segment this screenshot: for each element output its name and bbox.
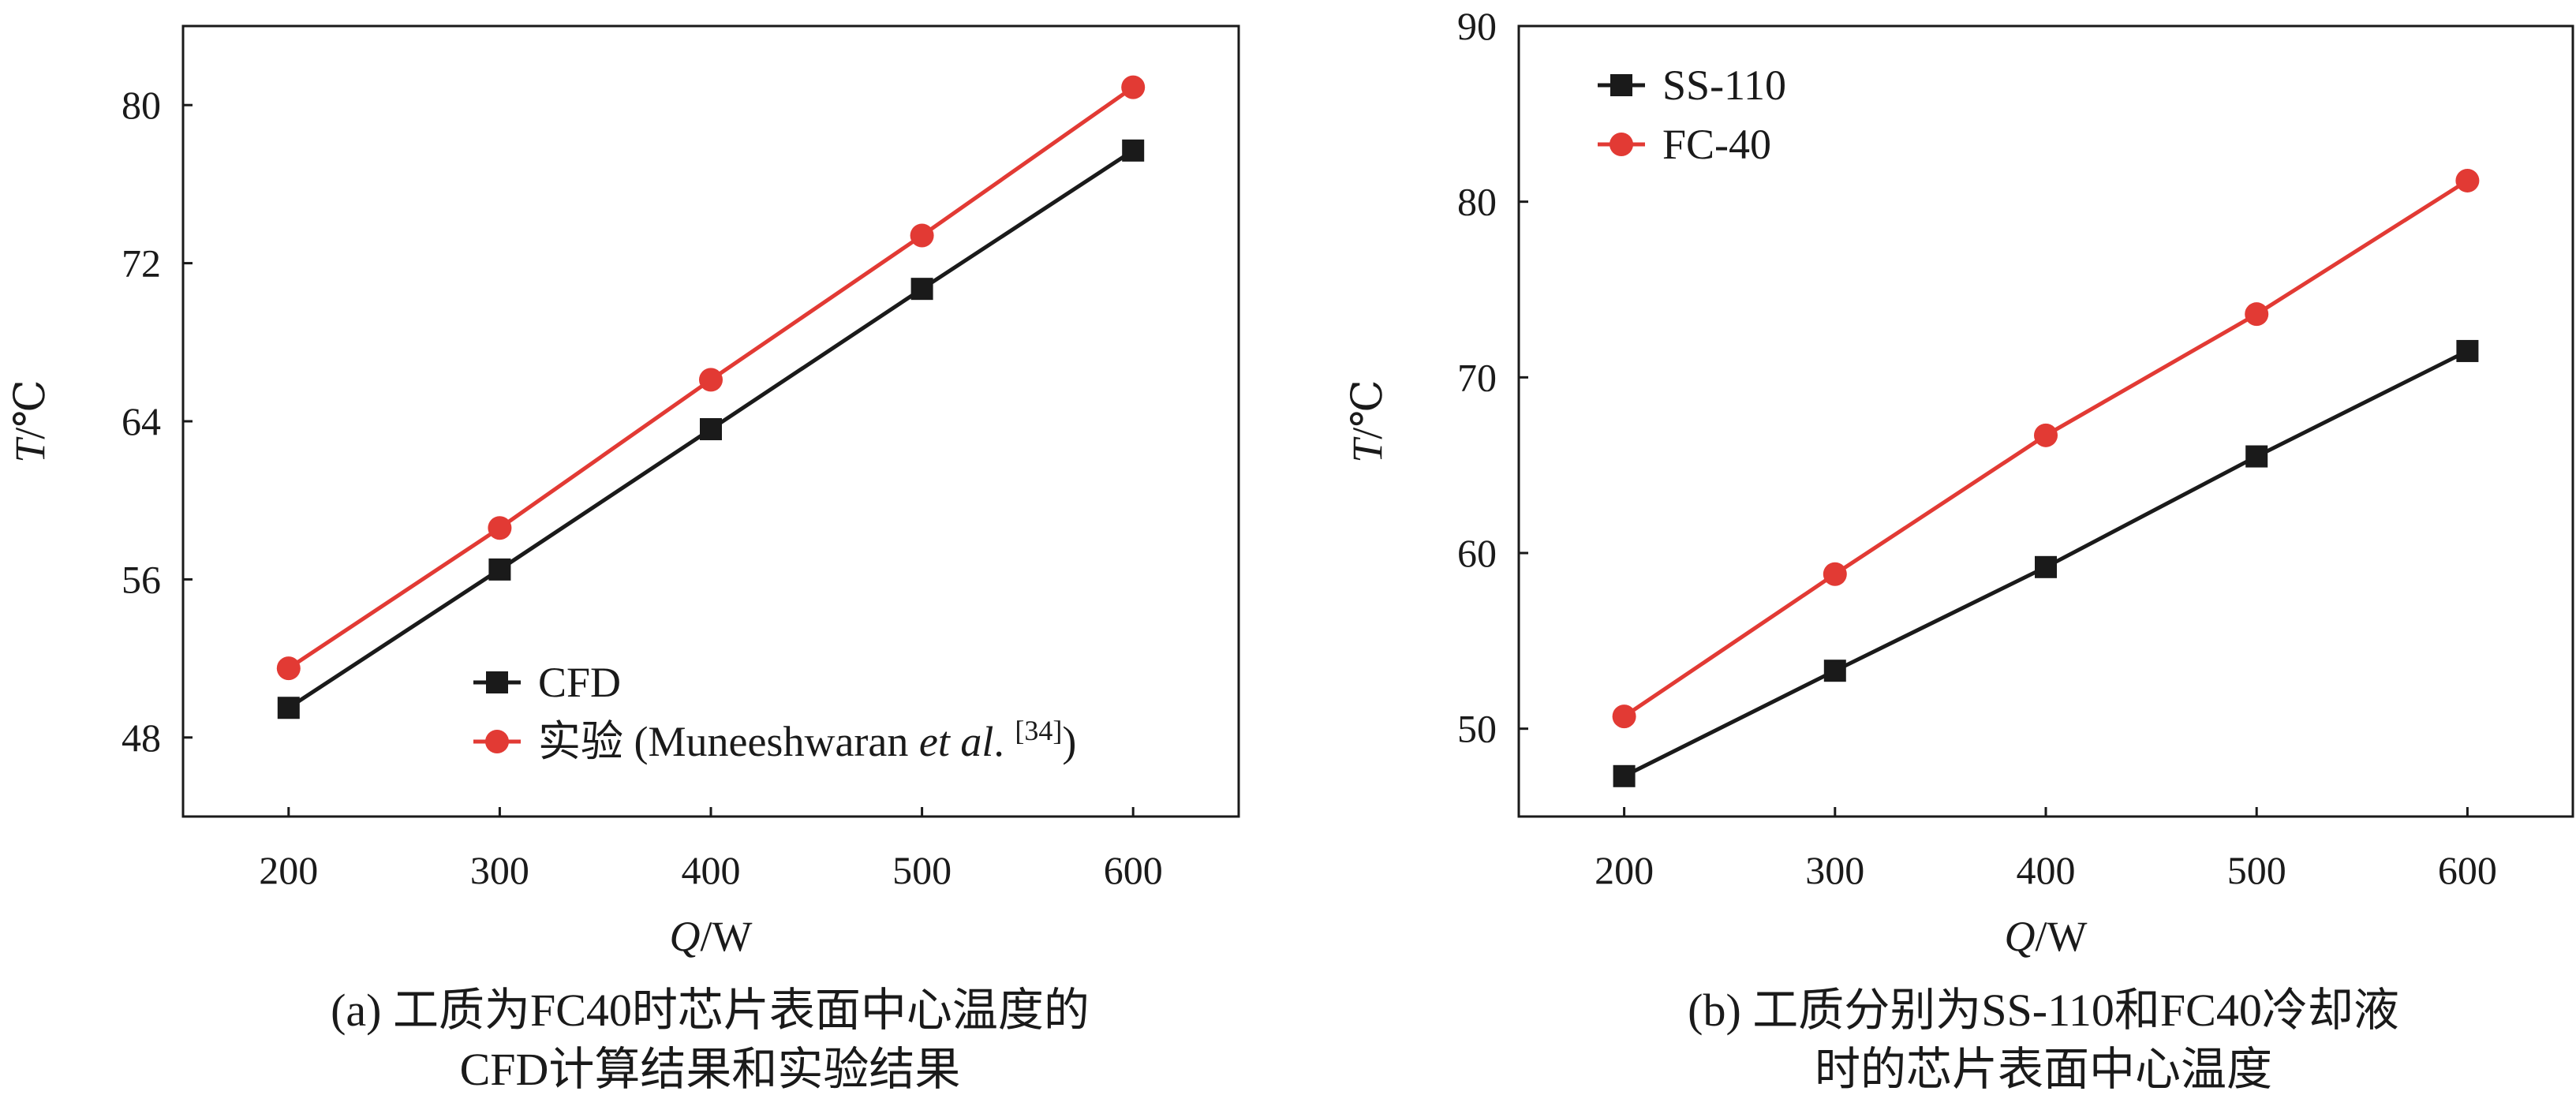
data-point-square bbox=[1823, 660, 1846, 682]
x-tick-label: 500 bbox=[892, 848, 952, 892]
caption-line-2: CFD计算结果和实验结果 bbox=[460, 1044, 961, 1095]
x-axis-label: Q/W bbox=[2005, 913, 2088, 960]
legend-citation-ref: [34] bbox=[1015, 715, 1062, 746]
legend-label-main: CFD bbox=[538, 659, 621, 706]
caption-line-1: (a) 工质为FC40时芯片表面中心温度的 bbox=[331, 985, 1090, 1036]
y-tick-label: 90 bbox=[1457, 4, 1497, 48]
data-point-circle bbox=[910, 223, 934, 248]
legend-label: FC-40 bbox=[1662, 121, 1771, 168]
chart-panel-a: 200 300 400 500 600 48 56 64 72 80 Q/W T/℃ CFD 实验 (Mu… bbox=[6, 24, 1240, 1095]
y-axis-var: T bbox=[1344, 436, 1391, 463]
legend-label: CFD bbox=[538, 659, 621, 706]
y-tick-label: 48 bbox=[122, 716, 161, 760]
x-axis-unit: /W bbox=[2036, 913, 2088, 960]
y-tick-label: 64 bbox=[122, 399, 161, 443]
x-tick-label: 200 bbox=[1595, 848, 1654, 892]
data-point-square bbox=[2035, 555, 2057, 578]
legend-label-main: 实验 bbox=[538, 718, 623, 765]
data-point-circle bbox=[2034, 423, 2058, 447]
data-point-square bbox=[1613, 764, 1636, 787]
x-axis-var: Q bbox=[670, 913, 701, 960]
data-point-circle bbox=[1823, 562, 1847, 586]
legend-citation: (Muneeshwaran bbox=[623, 718, 919, 765]
y-tick-label: 56 bbox=[122, 557, 161, 601]
legend-marker-circle bbox=[485, 730, 509, 753]
data-point-circle bbox=[2455, 168, 2480, 192]
y-axis-label: T/℃ bbox=[1344, 379, 1391, 462]
legend-label-main: SS-110 bbox=[1662, 62, 1786, 109]
data-point-circle bbox=[1121, 75, 1146, 99]
legend-marker-square bbox=[486, 671, 508, 693]
data-point-square bbox=[277, 697, 300, 719]
legend-citation-dot: . bbox=[993, 718, 1015, 765]
x-tick-label: 600 bbox=[1104, 848, 1163, 892]
x-tick-label: 200 bbox=[259, 848, 318, 892]
legend-citation-close: ) bbox=[1062, 718, 1076, 765]
legend: SS-110 FC-40 bbox=[1598, 62, 1786, 168]
y-tick-label: 60 bbox=[1457, 531, 1497, 575]
data-point-square bbox=[1122, 139, 1145, 162]
data-point-circle bbox=[488, 516, 512, 540]
y-axis-unit: /℃ bbox=[6, 379, 54, 439]
y-tick-label: 72 bbox=[122, 241, 161, 286]
data-point-square bbox=[2456, 339, 2479, 362]
y-axis-unit: /℃ bbox=[1344, 379, 1391, 439]
x-axis-label: Q/W bbox=[670, 913, 753, 960]
x-tick-label: 400 bbox=[2017, 848, 2076, 892]
x-tick-label: 300 bbox=[470, 848, 529, 892]
x-axis-unit: /W bbox=[701, 913, 753, 960]
data-point-circle bbox=[1612, 704, 1636, 729]
caption-line-2: 时的芯片表面中心温度 bbox=[1815, 1044, 2272, 1095]
caption-line-1: (b) 工质分别为SS-110和FC40冷却液 bbox=[1688, 985, 2399, 1036]
legend-label: SS-110 bbox=[1662, 62, 1786, 109]
x-tick-label: 600 bbox=[2438, 848, 2497, 892]
data-point-circle bbox=[2245, 302, 2269, 327]
legend-marker-circle bbox=[1610, 133, 1633, 156]
data-point-circle bbox=[699, 368, 723, 392]
x-axis-var: Q bbox=[2005, 913, 2036, 960]
data-point-square bbox=[700, 418, 722, 441]
series-line-FC-40 bbox=[1623, 178, 2469, 719]
data-point-square bbox=[2245, 445, 2268, 468]
chart-panel-b: 200 300 400 500 600 50 60 70 80 90 Q/W T/℃ SS-110 FC-… bbox=[1344, 4, 2574, 1095]
y-tick-label: 50 bbox=[1457, 707, 1497, 751]
y-axis-var: T bbox=[6, 436, 54, 463]
x-tick-label: 500 bbox=[2227, 848, 2286, 892]
data-point-square bbox=[910, 278, 933, 301]
legend-label: 实验 (Muneeshwaran et al. [34]) bbox=[538, 715, 1076, 765]
y-tick-label: 70 bbox=[1457, 355, 1497, 399]
legend-marker-square bbox=[1610, 74, 1632, 96]
y-tick-label: 80 bbox=[122, 83, 161, 127]
data-point-square bbox=[488, 558, 511, 581]
data-point-circle bbox=[276, 656, 301, 681]
x-tick-label: 400 bbox=[682, 848, 741, 892]
legend: CFD 实验 (Muneeshwaran et al. [34]) bbox=[473, 659, 1076, 765]
legend-citation-italic: et al bbox=[919, 718, 993, 765]
legend-label-main: FC-40 bbox=[1662, 121, 1771, 168]
x-tick-label: 300 bbox=[1805, 848, 1864, 892]
y-tick-label: 80 bbox=[1457, 180, 1497, 224]
y-axis-label: T/℃ bbox=[6, 379, 54, 462]
